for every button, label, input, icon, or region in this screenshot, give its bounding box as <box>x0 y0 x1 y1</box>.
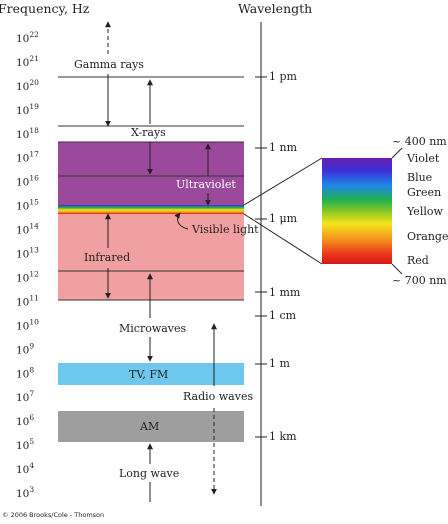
frequency-tick-label: 1016 <box>16 174 39 189</box>
frequency-tick-label: 1012 <box>16 270 39 285</box>
frequency-tick-label: 1019 <box>16 102 39 117</box>
frequency-tick-label: 109 <box>16 341 34 356</box>
visible-light-pointer <box>174 212 189 230</box>
xrays-label: X-rays <box>131 126 166 139</box>
ultraviolet-label: Ultraviolet <box>176 178 236 191</box>
spectrum-color-label: Yellow <box>406 205 443 218</box>
frequency-tick-label: 1021 <box>16 54 39 69</box>
frequency-tick-label: 107 <box>16 389 34 404</box>
frequency-tick-label: 103 <box>16 485 34 500</box>
wavelength-1pm-label: 1 pm <box>269 70 298 83</box>
spectrum-color-label: Orange <box>407 230 448 243</box>
frequency-tick-label: 1013 <box>16 246 39 261</box>
frequency-tick-label: 1010 <box>16 317 39 332</box>
visible-light-label: Visible light <box>191 223 259 236</box>
frequency-tick-label: 1015 <box>16 198 39 213</box>
frequency-tick-label: 1017 <box>16 150 39 165</box>
frequency-tick-label: 1011 <box>16 293 39 308</box>
gamma-rays-label: Gamma rays <box>74 58 144 71</box>
wavelength-1nm-label: 1 nm <box>269 141 298 154</box>
ultraviolet-band <box>58 142 244 205</box>
frequency-tick-label: 108 <box>16 365 34 380</box>
am-band <box>58 411 244 442</box>
spectrum-color-labels: Violet Blue Green Yellow Orange Red <box>406 152 448 267</box>
wavelength-1m-label: 1 m <box>269 357 290 370</box>
wavelength-1cm-label: 1 cm <box>269 309 297 322</box>
spectrum-color-label: Blue <box>407 171 432 184</box>
infrared-label: Infrared <box>84 251 130 264</box>
wavelength-axis-title: Wavelength <box>238 1 312 16</box>
zoom-line-top <box>243 157 323 206</box>
frequency-tick-label: 1022 <box>16 30 39 45</box>
radio-waves-label: Radio waves <box>183 390 253 403</box>
tv-fm-label: TV, FM <box>129 368 168 381</box>
spectrum-color-label: Violet <box>406 152 440 165</box>
copyright-notice: © 2006 Brooks/Cole - Thomson <box>2 511 105 519</box>
am-label: AM <box>139 420 159 433</box>
wavelength-1mm-label: 1 mm <box>269 286 301 299</box>
spectrum-tick <box>391 147 403 159</box>
zoom-line-bottom <box>243 213 323 265</box>
frequency-tick-label: 106 <box>16 413 34 428</box>
frequency-tick-labels: 1022 1021 1020 1019 1018 1017 1016 1015 1014 1013… <box>16 30 39 500</box>
frequency-tick-label: 1020 <box>16 78 39 93</box>
tv-fm-band <box>58 363 244 385</box>
wavelength-1km-label: 1 km <box>269 430 297 443</box>
microwaves-label: Microwaves <box>119 322 187 335</box>
visible-light-band <box>58 205 244 214</box>
frequency-tick-label: 1014 <box>16 222 39 237</box>
frequency-tick-label: 1018 <box>16 126 39 141</box>
visible-spectrum-bar <box>322 158 392 264</box>
wavelength-ticks <box>255 76 267 438</box>
spectrum-400nm-label: ~ 400 nm <box>392 135 447 148</box>
infrared-band <box>58 214 244 300</box>
range-arrows <box>105 21 217 502</box>
frequency-tick-label: 105 <box>16 437 34 452</box>
frequency-tick-label: 104 <box>16 461 34 476</box>
frequency-axis-title: Frequency, Hz <box>0 1 90 16</box>
spectrum-color-label: Red <box>407 254 429 267</box>
wavelength-1um-label: 1 μm <box>269 212 298 225</box>
spectrum-700nm-label: ~ 700 nm <box>392 274 447 287</box>
long-wave-label: Long wave <box>119 467 179 480</box>
spectrum-tick <box>391 263 403 275</box>
spectrum-color-label: Green <box>407 186 441 199</box>
